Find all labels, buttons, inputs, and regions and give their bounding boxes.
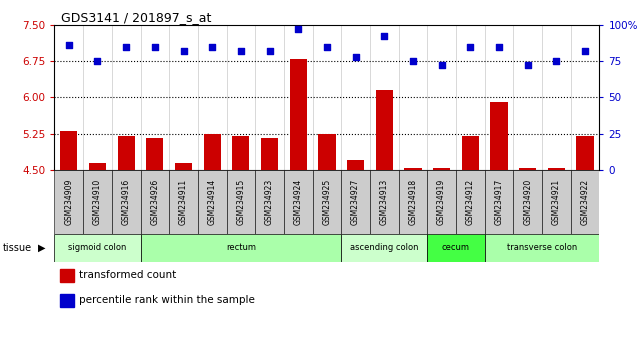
Bar (169, 170, 198, 234)
Text: rectum: rectum (226, 243, 256, 252)
Text: GSM234918: GSM234918 (408, 179, 417, 225)
Bar (404, 167, 422, 170)
Bar (376, 90, 393, 170)
Bar (146, 138, 163, 170)
Bar (175, 163, 192, 170)
Bar (462, 136, 479, 170)
Point (437, 63, 447, 68)
Bar (433, 167, 450, 170)
Point (150, 44, 160, 49)
Bar (140, 234, 341, 262)
Point (379, 34, 389, 39)
Point (236, 48, 246, 54)
Bar (576, 136, 594, 170)
Bar (204, 134, 221, 170)
Point (351, 54, 361, 59)
Bar (83, 170, 112, 234)
Point (63, 42, 74, 48)
Bar (370, 170, 399, 234)
Text: GSM234926: GSM234926 (151, 179, 160, 225)
Bar (570, 170, 599, 234)
Point (580, 48, 590, 54)
Text: transformed count: transformed count (79, 270, 176, 280)
Text: GSM234923: GSM234923 (265, 179, 274, 225)
Text: GSM234910: GSM234910 (93, 179, 102, 225)
Text: GSM234919: GSM234919 (437, 179, 446, 225)
Bar (112, 170, 140, 234)
Bar (490, 102, 508, 170)
Bar (399, 170, 428, 234)
Text: GSM234921: GSM234921 (552, 179, 561, 225)
Bar (485, 234, 599, 262)
Text: GSM234914: GSM234914 (208, 179, 217, 225)
Text: GSM234927: GSM234927 (351, 179, 360, 225)
Bar (347, 160, 364, 170)
Text: GSM234924: GSM234924 (294, 179, 303, 225)
Bar (232, 136, 249, 170)
Point (494, 44, 504, 49)
Text: tissue: tissue (3, 243, 32, 253)
Text: GSM234920: GSM234920 (523, 179, 532, 225)
Point (322, 44, 332, 49)
Bar (117, 136, 135, 170)
Bar (284, 170, 313, 234)
Bar (428, 170, 456, 234)
Bar (513, 170, 542, 234)
Bar (54, 170, 83, 234)
Bar (313, 170, 341, 234)
Bar (290, 59, 307, 170)
Bar (341, 234, 428, 262)
Text: GSM234911: GSM234911 (179, 179, 188, 225)
Bar (456, 170, 485, 234)
Bar (226, 170, 255, 234)
Point (293, 26, 303, 32)
Bar (428, 234, 485, 262)
Bar (255, 170, 284, 234)
Text: GSM234925: GSM234925 (322, 179, 331, 225)
Bar (54, 234, 140, 262)
Text: GSM234912: GSM234912 (466, 179, 475, 225)
Bar (60, 131, 78, 170)
Bar (542, 170, 570, 234)
Text: percentile rank within the sample: percentile rank within the sample (79, 296, 255, 306)
Text: GSM234922: GSM234922 (581, 179, 590, 225)
Text: GSM234909: GSM234909 (64, 178, 73, 225)
Point (408, 58, 418, 64)
Text: ascending colon: ascending colon (350, 243, 419, 252)
Bar (89, 163, 106, 170)
Point (551, 58, 562, 64)
Bar (198, 170, 226, 234)
Text: GDS3141 / 201897_s_at: GDS3141 / 201897_s_at (61, 11, 212, 24)
Text: GSM234916: GSM234916 (122, 179, 131, 225)
Text: transverse colon: transverse colon (507, 243, 577, 252)
Bar (341, 170, 370, 234)
Point (465, 44, 476, 49)
Point (207, 44, 217, 49)
Point (92, 58, 103, 64)
Bar (519, 167, 537, 170)
Bar (547, 169, 565, 170)
Point (522, 63, 533, 68)
Text: sigmoid colon: sigmoid colon (69, 243, 127, 252)
Point (178, 48, 188, 54)
Text: GSM234913: GSM234913 (379, 179, 388, 225)
Bar (261, 138, 278, 170)
Point (121, 44, 131, 49)
Bar (60, 294, 74, 307)
Text: cecum: cecum (442, 243, 470, 252)
Text: GSM234917: GSM234917 (494, 179, 503, 225)
Bar (485, 170, 513, 234)
Text: GSM234915: GSM234915 (237, 179, 246, 225)
Point (265, 48, 275, 54)
Bar (60, 269, 74, 282)
Bar (319, 134, 335, 170)
Bar (140, 170, 169, 234)
Text: ▶: ▶ (38, 243, 46, 253)
